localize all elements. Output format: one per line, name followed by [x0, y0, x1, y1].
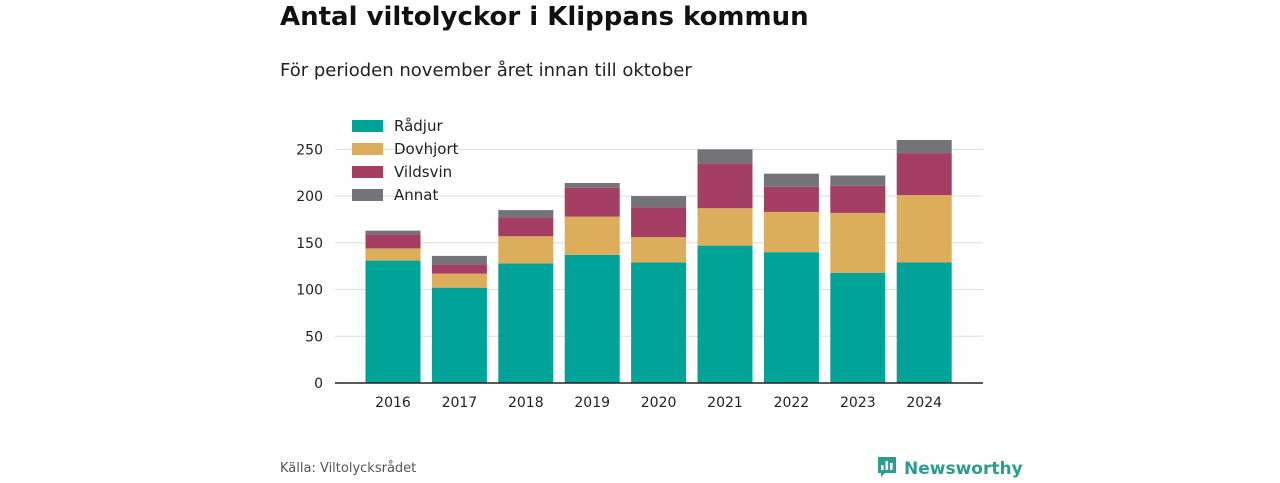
legend-swatch	[352, 143, 383, 155]
bar-segment	[697, 149, 753, 164]
bar-segment	[896, 262, 952, 383]
x-tick-label: 2020	[641, 395, 677, 411]
bar-segment	[431, 287, 487, 383]
bar-segment	[896, 140, 952, 154]
chart-title: Antal viltolyckor i Klippans kommun	[280, 2, 809, 32]
y-tick-label: 100	[296, 283, 323, 299]
legend: Rådjur Dovhjort Vildsvin Annat	[352, 117, 459, 204]
brand-name: Newsworthy	[904, 459, 1023, 479]
source-note: Källa: Viltolycksrådet	[280, 461, 417, 476]
bar-segment	[431, 255, 487, 265]
legend-label: Dovhjort	[394, 140, 459, 158]
bar-segment	[697, 245, 753, 383]
legend-label: Annat	[394, 186, 438, 204]
legend-label: Vildsvin	[394, 163, 452, 181]
bars	[365, 140, 952, 383]
x-tick-label: 2021	[707, 395, 743, 411]
x-tick-label: 2017	[442, 395, 478, 411]
bar-segment	[564, 187, 620, 217]
bar-segment	[498, 217, 554, 237]
bar-segment	[498, 210, 554, 218]
bar-segment	[365, 260, 421, 383]
bar-segment	[763, 173, 819, 187]
x-tick-label: 2016	[375, 395, 411, 411]
bar-segment	[830, 185, 886, 213]
bar-segment	[697, 208, 753, 246]
bar-segment	[830, 272, 886, 383]
bar-segment	[564, 182, 620, 188]
bar-segment	[431, 264, 487, 274]
x-tick-label: 2019	[574, 395, 610, 411]
bar-segment	[498, 263, 554, 383]
x-tick-label: 2018	[508, 395, 544, 411]
bar-segment	[631, 207, 687, 238]
bar-segment	[365, 248, 421, 261]
legend-label: Rådjur	[394, 117, 443, 135]
bar-segment	[697, 163, 753, 209]
bar-segment	[763, 211, 819, 253]
x-axis-ticks: 2016 2017 2018 2019 2020 2021 2022 2023 2024	[375, 395, 942, 411]
bar-segment	[498, 236, 554, 264]
x-tick-label: 2023	[840, 395, 876, 411]
bar-segment	[564, 254, 620, 383]
bar-segment	[830, 212, 886, 273]
bar-segment	[631, 237, 687, 263]
bar-segment	[564, 216, 620, 255]
newsworthy-logo-icon	[876, 455, 898, 483]
y-tick-label: 250	[296, 142, 323, 158]
y-tick-label: 150	[296, 236, 323, 252]
y-axis-ticks: 0 50 100 150 200 250	[296, 142, 323, 392]
brand-logo[interactable]: Newsworthy	[876, 455, 1023, 483]
y-tick-label: 0	[314, 376, 323, 392]
x-tick-label: 2024	[906, 395, 942, 411]
legend-swatch	[352, 120, 383, 132]
bar-segment	[830, 175, 886, 186]
bar-segment	[431, 273, 487, 288]
y-tick-label: 200	[296, 189, 323, 205]
bar-segment	[896, 153, 952, 196]
bar-segment	[763, 252, 819, 383]
x-tick-label: 2022	[774, 395, 810, 411]
bar-segment	[631, 262, 687, 383]
legend-swatch	[352, 189, 383, 201]
chart-subtitle: För perioden november året innan till ok…	[280, 60, 692, 81]
bar-segment	[365, 234, 421, 249]
bar-segment	[631, 196, 687, 208]
bar-segment	[896, 195, 952, 263]
y-tick-label: 50	[305, 329, 323, 345]
bar-segment	[365, 230, 421, 235]
bar-segment	[763, 186, 819, 212]
legend-swatch	[352, 166, 383, 178]
